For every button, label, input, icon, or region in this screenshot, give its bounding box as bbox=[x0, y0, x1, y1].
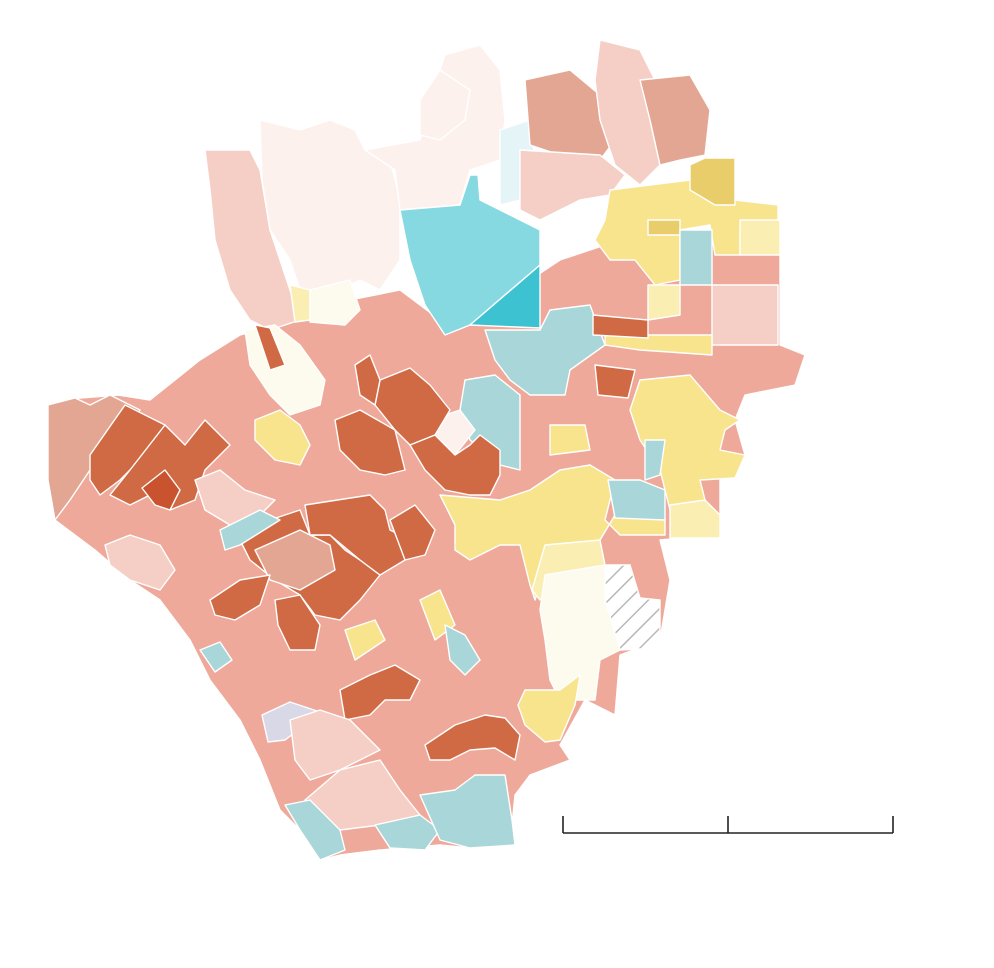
scale-bar bbox=[562, 816, 894, 834]
district-northeast-mountain bbox=[524, 69, 616, 161]
district-south-coast-teal-2 bbox=[374, 814, 441, 851]
district-south-dark-east bbox=[389, 504, 436, 561]
district-central-dark-east bbox=[409, 434, 501, 496]
district-west-yellow bbox=[254, 409, 311, 466]
district-northeast-ridge bbox=[594, 39, 661, 186]
district-west-cream bbox=[309, 279, 361, 326]
district-west-deep-red bbox=[141, 469, 181, 511]
district-north-east-dark-2 bbox=[592, 314, 649, 339]
district-west-dark-block-2 bbox=[109, 419, 231, 511]
district-no-data-hatched bbox=[604, 564, 661, 651]
district-central-yellow-belt bbox=[439, 464, 666, 601]
district-east-teal bbox=[679, 229, 713, 286]
district-central-yellow-north bbox=[549, 424, 591, 456]
district-south-coast-teal-3 bbox=[419, 774, 516, 849]
district-central-teal-small bbox=[644, 439, 666, 481]
district-south-central-muted bbox=[254, 529, 336, 591]
district-south-yellow-small bbox=[344, 619, 386, 661]
district-west-dark-small bbox=[254, 324, 286, 371]
district-east-pink-right bbox=[711, 284, 779, 346]
district-central-teal bbox=[484, 304, 606, 396]
district-east-pale-yellow-3 bbox=[669, 499, 721, 539]
district-south-teal-small bbox=[199, 641, 233, 673]
district-south-teal-mid bbox=[444, 624, 481, 676]
district-north-bright-cyan bbox=[469, 264, 541, 329]
district-south-coast-teal bbox=[284, 799, 346, 861]
district-west-teal bbox=[219, 509, 281, 551]
district-north-peak bbox=[419, 69, 471, 141]
district-east-yellow-strip bbox=[604, 334, 713, 356]
district-south-dark-west bbox=[209, 574, 271, 621]
district-southwest-coast-2 bbox=[289, 709, 381, 781]
district-south-dark-lower bbox=[274, 594, 321, 651]
district-north-east-dark bbox=[594, 364, 636, 399]
district-south-yellow bbox=[517, 674, 581, 743]
district-west-pink-mid bbox=[194, 469, 276, 526]
district-southwest-coast bbox=[104, 534, 176, 591]
district-southeast-dark bbox=[424, 714, 521, 761]
district-central-dark-north bbox=[354, 354, 381, 406]
district-northeast-far bbox=[639, 74, 711, 166]
district-north-valley-west bbox=[259, 119, 401, 291]
district-east-pale-yellow-2 bbox=[647, 284, 681, 321]
district-northwest-hills bbox=[204, 149, 301, 331]
district-east-gold bbox=[689, 157, 736, 206]
district-northeast-upper-pink bbox=[519, 149, 626, 221]
district-central-teal-strip bbox=[607, 479, 666, 521]
district-central-dark-nw bbox=[334, 409, 406, 476]
district-south-dark-bottom bbox=[339, 664, 421, 721]
district-east-pale-yellow bbox=[739, 219, 781, 256]
district-east-gold-small bbox=[647, 219, 681, 236]
